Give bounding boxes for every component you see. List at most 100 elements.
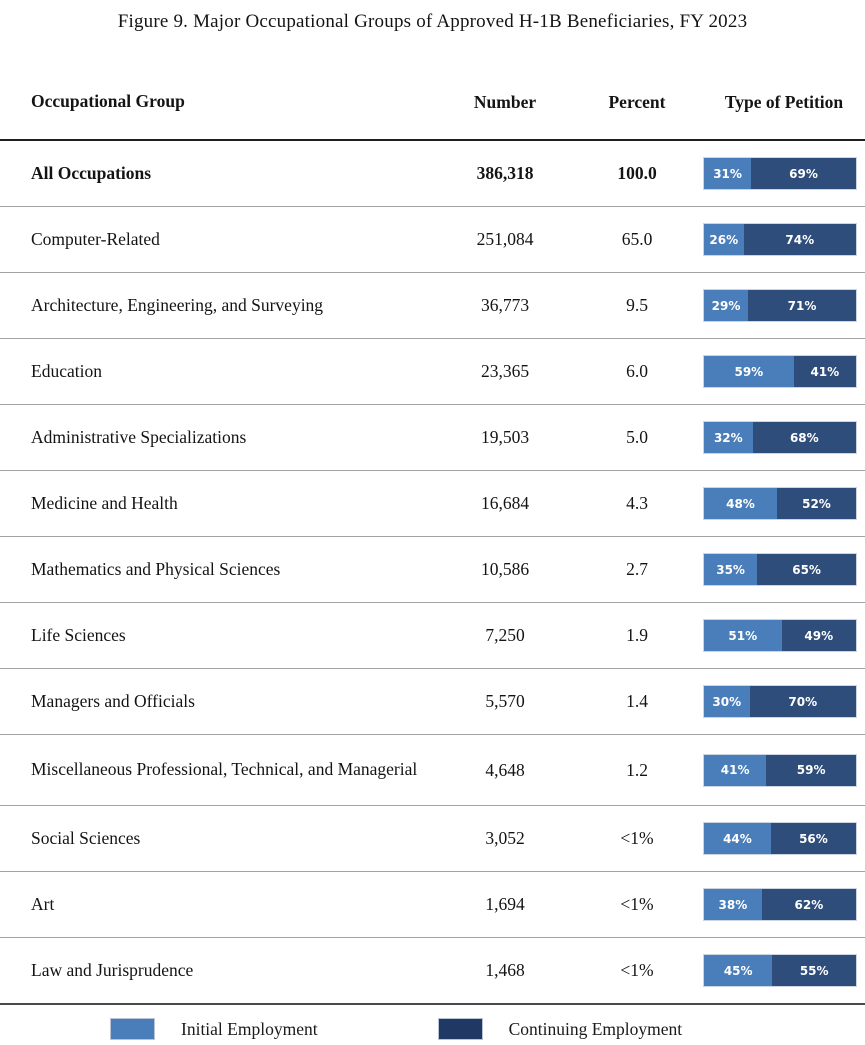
continuing-employment-segment: 55% [772,955,856,986]
number-value: 23,365 [480,361,530,381]
table-row: Art 1,694 <1% 38% 62% [0,872,865,938]
table-row: Social Sciences 3,052 <1% 44% 56% [0,806,865,872]
initial-employment-segment: 41% [704,754,767,786]
percent-value: 6.0 [626,361,648,381]
continuing-percent-label: 62% [794,897,824,912]
continuing-employment-segment: 68% [752,422,856,453]
continuing-percent-label: 55% [799,963,829,978]
number-value: 5,570 [485,691,525,711]
petition-bar-cell: 48% 52% [697,487,865,520]
continuing-percent-label: 59% [796,763,826,777]
legend-label-initial: Initial Employment [181,1018,318,1039]
occupational-groups-table: Occupational Group Number Percent Type o… [0,61,865,1040]
continuing-employment-segment: 74% [743,224,856,255]
initial-employment-segment: 38% [704,889,762,920]
petition-type-stacked-bar: 31% 69% [703,157,857,190]
header-occupational-group: Occupational Group [31,91,185,112]
continuing-percent-label: 56% [799,831,828,846]
occupational-group-label: Art [31,893,55,914]
petition-type-stacked-bar: 30% 70% [703,685,857,718]
continuing-employment-segment: 41% [793,356,856,387]
initial-employment-segment: 29% [704,290,749,321]
petition-type-stacked-bar: 59% 41% [703,355,857,388]
table-row: All Occupations 386,318 100.0 31% 69% [0,141,865,207]
occupational-group-label: Life Sciences [31,624,126,645]
continuing-employment-segment: 49% [781,620,856,651]
petition-type-stacked-bar: 35% 65% [703,553,857,586]
continuing-percent-label: 52% [802,496,831,511]
occupational-group-label: Social Sciences [31,827,141,848]
petition-type-stacked-bar: 29% 71% [703,289,857,322]
legend-item-initial: Initial Employment [110,1018,318,1040]
number-value: 3,052 [485,828,525,848]
continuing-employment-segment: 69% [751,158,856,189]
initial-employment-swatch-icon [110,1018,155,1040]
initial-percent-label: 31% [713,166,742,181]
petition-type-stacked-bar: 51% 49% [703,619,857,652]
percent-value: 4.3 [626,493,648,513]
petition-bar-cell: 30% 70% [697,685,865,718]
occupational-group-label: Managers and Officials [31,690,195,711]
initial-percent-label: 30% [712,694,742,709]
table-row: Miscellaneous Professional, Technical, a… [0,735,865,806]
number-value: 1,694 [485,894,525,914]
initial-percent-label: 59% [734,364,764,379]
initial-percent-label: 38% [718,897,748,912]
petition-bar-cell: 29% 71% [697,289,865,322]
initial-percent-label: 26% [709,232,739,247]
table-header-row: Occupational Group Number Percent Type o… [0,61,865,141]
percent-value: <1% [620,960,654,980]
petition-type-stacked-bar: 48% 52% [703,487,857,520]
table-row: Administrative Specializations 19,503 5.0 3… [0,405,865,471]
initial-employment-segment: 44% [704,823,771,854]
continuing-percent-label: 69% [789,166,818,181]
petition-type-stacked-bar: 38% 62% [703,888,857,921]
percent-value: 1.2 [626,759,648,780]
percent-value: 9.5 [626,295,648,315]
continuing-employment-segment: 52% [776,488,856,519]
table-row: Life Sciences 7,250 1.9 51% 49% [0,603,865,669]
occupational-group-label: Administrative Specializations [31,426,247,447]
occupational-group-label: Education [31,360,102,381]
table-row: Education 23,365 6.0 59% 41% [0,339,865,405]
percent-value: 100.0 [617,163,657,183]
continuing-employment-segment: 59% [766,754,856,786]
header-type-of-petition: Type of Petition [724,92,844,112]
occupational-group-label: Mathematics and Physical Sciences [31,558,281,579]
petition-bar-cell: 41% 59% [697,753,865,787]
continuing-percent-label: 49% [804,628,834,643]
percent-value: 1.9 [626,625,648,645]
header-number: Number [473,92,537,112]
petition-bar-cell: 26% 74% [697,223,865,256]
percent-value: 1.4 [626,691,648,711]
continuing-percent-label: 68% [789,430,819,445]
number-value: 19,503 [480,427,530,447]
header-percent: Percent [608,92,666,112]
petition-bar-cell: 45% 55% [697,954,865,987]
initial-percent-label: 29% [711,298,741,313]
occupational-group-label: Computer-Related [31,228,160,249]
continuing-employment-segment: 56% [770,823,856,854]
percent-value: 65.0 [621,229,653,249]
number-value: 10,586 [480,559,530,579]
initial-employment-segment: 45% [704,955,773,986]
continuing-percent-label: 70% [788,694,818,709]
petition-bar-cell: 51% 49% [697,619,865,652]
petition-type-stacked-bar: 41% 59% [703,753,857,787]
occupational-group-label: Law and Jurisprudence [31,959,194,980]
number-value: 251,084 [476,229,534,249]
legend-label-continuing: Continuing Employment [508,1018,683,1039]
initial-employment-segment: 48% [704,488,777,519]
petition-type-stacked-bar: 26% 74% [703,223,857,256]
percent-value: 2.7 [626,559,648,579]
table-row: Law and Jurisprudence 1,468 <1% 45% 55% [0,938,865,1003]
petition-type-stacked-bar: 44% 56% [703,822,857,855]
number-value: 16,684 [480,493,530,513]
continuing-employment-segment: 62% [761,889,856,920]
initial-employment-segment: 59% [704,356,794,387]
initial-percent-label: 41% [720,763,750,777]
petition-bar-cell: 38% 62% [697,888,865,921]
initial-percent-label: 44% [723,831,752,846]
petition-type-stacked-bar: 45% 55% [703,954,857,987]
